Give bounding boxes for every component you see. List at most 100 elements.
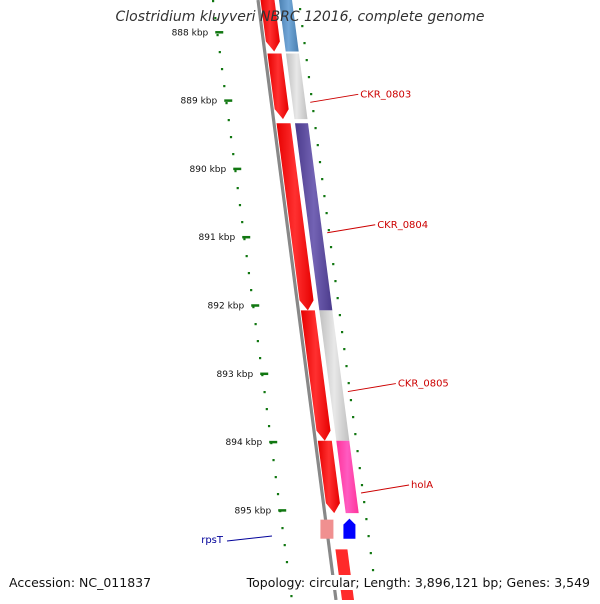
ruler-dot xyxy=(290,595,293,598)
genome-backbone xyxy=(256,0,338,601)
gene-label[interactable]: CKR_0805 xyxy=(398,379,449,390)
feature-label-leader xyxy=(226,535,273,542)
ruler-dot xyxy=(236,187,239,190)
gene-cds-arrow[interactable] xyxy=(260,0,280,52)
track-dot xyxy=(358,467,361,470)
ruler-dot xyxy=(254,323,257,326)
track-dot xyxy=(318,161,322,164)
ruler-dot xyxy=(212,0,215,3)
ruler-dot xyxy=(285,561,289,564)
track-dot xyxy=(299,8,302,11)
track-dot xyxy=(340,331,344,334)
rna-strand-arrow[interactable] xyxy=(343,518,356,539)
ruler-tick-label: 892 kbp xyxy=(208,302,245,312)
ruler-tick-label: 889 kbp xyxy=(181,97,218,107)
gene-category-bar[interactable] xyxy=(319,310,350,441)
ruler-dot xyxy=(267,425,271,428)
ruler-dot xyxy=(261,374,264,377)
track-dot xyxy=(338,314,341,317)
ruler-dot xyxy=(225,102,228,105)
ruler-dot xyxy=(245,255,248,258)
ruler-dot xyxy=(234,170,237,173)
track-dot xyxy=(360,484,364,487)
track-dot xyxy=(349,399,353,402)
gene-label-leader xyxy=(347,383,396,393)
ruler-dot xyxy=(247,272,251,275)
track-dot xyxy=(369,552,372,555)
gene-category-bar[interactable] xyxy=(285,53,308,120)
gene-label-leader xyxy=(310,93,359,103)
track-dot xyxy=(321,178,324,181)
track-dot xyxy=(352,416,355,419)
track-dot xyxy=(314,127,317,130)
ruler-tick-label: 893 kbp xyxy=(217,370,254,380)
track-dot xyxy=(323,195,326,198)
ruler-dot xyxy=(214,17,217,20)
ruler-dot xyxy=(274,476,277,479)
gene-label[interactable]: holA xyxy=(411,480,433,491)
ruler-tick-label: 891 kbp xyxy=(199,233,236,243)
gene-category-bar[interactable] xyxy=(295,123,333,311)
gene-category-bar[interactable] xyxy=(336,440,359,514)
gene-cds-arrow[interactable] xyxy=(317,440,340,514)
gene-label[interactable]: CKR_0803 xyxy=(360,89,411,100)
ruler-dot xyxy=(216,34,219,37)
track-dot xyxy=(327,229,330,232)
track-dot xyxy=(343,348,346,351)
feature-label[interactable]: rpsT xyxy=(201,535,224,546)
gene-category-bar[interactable] xyxy=(278,0,299,52)
ruler-dot xyxy=(238,204,242,207)
ruler-dot xyxy=(256,340,259,343)
ruler-dot xyxy=(232,153,235,156)
accession-label: Accession: NC_011837 xyxy=(9,575,152,590)
track-dot xyxy=(363,501,366,504)
ruler-dot xyxy=(265,408,268,411)
ruler-dot xyxy=(259,357,262,360)
track-dot xyxy=(367,535,370,538)
ruler-tick-label: 890 kbp xyxy=(190,165,227,175)
track-dot xyxy=(345,365,348,368)
gene-cds-arrow[interactable] xyxy=(300,310,331,441)
ruler-dot xyxy=(250,289,253,292)
track-dot xyxy=(307,76,311,79)
track-dot xyxy=(312,110,315,113)
track-dot xyxy=(365,518,368,521)
ruler-tick-label: 888 kbp xyxy=(172,28,209,38)
ruler-dot xyxy=(223,85,226,88)
gene-label-leader xyxy=(327,224,376,234)
genome-summary: Topology: circular; Length: 3,896,121 bp… xyxy=(244,575,590,590)
ruler-dot xyxy=(263,391,266,394)
track-dot xyxy=(354,433,357,436)
track-dot xyxy=(347,382,350,385)
gene-cds-arrow[interactable] xyxy=(267,53,289,120)
track-dot xyxy=(303,42,306,45)
ruler-dot xyxy=(241,221,244,224)
ruler-dot xyxy=(283,544,286,547)
track-dot xyxy=(325,212,328,215)
track-dot xyxy=(332,263,335,266)
rna-feature-box[interactable] xyxy=(320,519,334,539)
ruler-dot xyxy=(220,68,224,71)
track-dot xyxy=(336,297,339,300)
gene-cds-arrow[interactable] xyxy=(276,123,314,311)
ruler-tick-label: 895 kbp xyxy=(235,506,272,516)
ruler-dot xyxy=(218,51,221,54)
ruler-dot xyxy=(243,238,246,241)
genome-title: Clostridium kluyveri NBRC 12016, complet… xyxy=(115,9,485,25)
track-dot xyxy=(305,59,308,62)
track-dot xyxy=(356,450,359,453)
gene-label-leader xyxy=(360,484,410,494)
gene-label[interactable]: CKR_0804 xyxy=(377,220,428,231)
ruler-dot xyxy=(227,119,230,122)
track-dot xyxy=(334,280,337,283)
ruler-dot xyxy=(281,527,284,530)
ruler-dot xyxy=(252,306,255,309)
ruler-dot xyxy=(276,493,280,496)
track-dot xyxy=(329,246,333,249)
track-dot xyxy=(371,569,375,572)
ruler-tick-label: 894 kbp xyxy=(226,438,263,448)
track-dot xyxy=(301,25,304,28)
track-dot xyxy=(316,144,319,147)
